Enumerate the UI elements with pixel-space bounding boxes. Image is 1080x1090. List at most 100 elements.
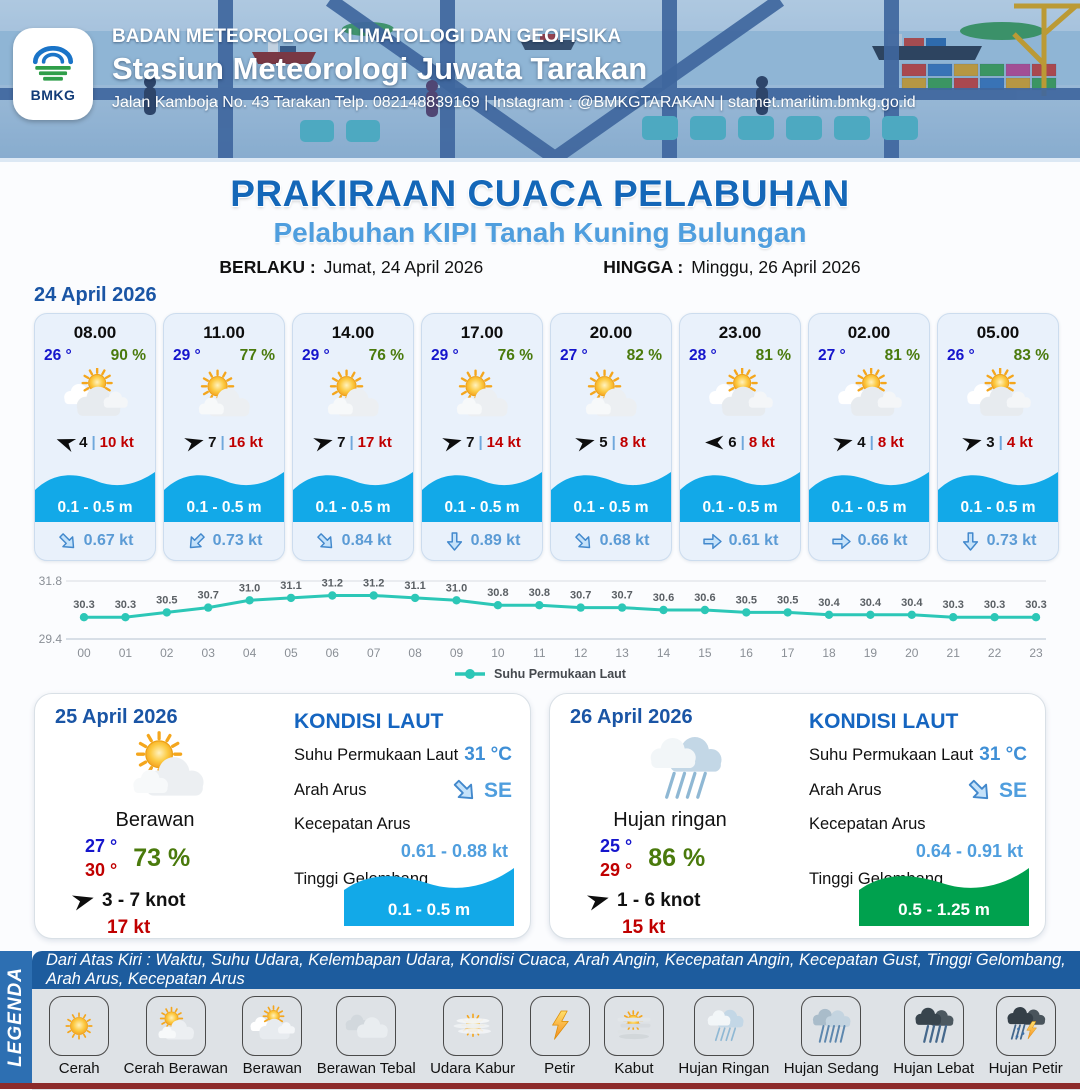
legend-weather-icon [604,996,664,1056]
time-label: 05.00 [976,323,1020,342]
time-label: 11.00 [203,323,245,342]
current-direction-label: Arah Arus [294,781,367,799]
hourly-forecast-card: 20.00 27 ° 82 % 5 | 8 kt 0.1 - 0.5 m 0.6… [550,313,672,561]
daily-wave-value: 0.5 - 1.25 m [898,900,990,919]
validity-row: BERLAKU : Jumat, 24 April 2026 HINGGA : Mi… [0,257,1080,278]
humidity-value: 76 % [368,347,404,364]
svg-text:31.0: 31.0 [446,582,467,594]
divider: | [478,434,483,451]
svg-text:09: 09 [450,646,464,660]
sst-value: 31 °C [464,744,512,765]
current-direction-icon [181,526,211,556]
svg-text:14: 14 [657,646,671,660]
wave-height-value: 0.1 - 0.5 m [315,499,391,516]
svg-text:30.3: 30.3 [1025,599,1046,611]
svg-text:15: 15 [698,646,712,660]
current-speed-value: 0.73 kt [212,532,263,549]
svg-text:11: 11 [533,646,546,660]
svg-text:13: 13 [615,646,629,660]
svg-text:19: 19 [864,646,878,660]
wave-shape [680,472,800,522]
sea-conditions-title: KONDISI LAUT [809,710,959,733]
current-direction-icon [960,531,981,552]
legend-weather-icon [693,996,754,1056]
legend-item-label: Hujan Ringan [678,1060,770,1077]
wave-height-banner: 0.1 - 0.5 m [938,466,1058,522]
bmkg-logo: BMKG [13,28,93,120]
legend-item: Cerah Berawan [124,996,228,1090]
legenda-ribbon-text: LEGENDA [5,967,26,1067]
daily-forecast-card: 25 April 2026 Berawan 27 ° 30 ° 73 % 3 -… [34,693,531,939]
wave-shape [551,472,671,522]
legend-item: Berawan Tebal [317,996,416,1090]
svg-text:30.3: 30.3 [73,599,94,611]
hourly-forecast-card: 11.00 29 ° 77 % 7 | 16 kt 0.1 - 0.5 m 0.… [163,313,285,561]
daily-forecast-section: 25 April 2026 Berawan 27 ° 30 ° 73 % 3 -… [34,693,1046,939]
legend-weather-icon [336,996,397,1056]
humidity-value: 83 % [1013,347,1049,364]
svg-text:07: 07 [367,646,381,660]
svg-text:30.4: 30.4 [901,597,923,609]
sst-label: Suhu Permukaan Laut [809,745,974,764]
wind-speed-value: 6 [728,434,737,451]
humidity-value: 82 % [626,347,662,364]
hourly-forecast-card: 14.00 29 ° 76 % 7 | 17 kt 0.1 - 0.5 m 0.… [292,313,414,561]
legend-weather-icon [442,996,503,1056]
svg-text:30.5: 30.5 [736,594,757,606]
time-label: 17.00 [460,323,504,342]
bmkg-logo-icon [32,45,74,81]
legend-item: Hujan Petir [989,996,1063,1090]
legend-weather-icon [49,996,110,1056]
weather-icon [187,368,261,426]
legend-item-label: Petir [544,1060,575,1077]
station-address: Jalan Kamboja No. 43 Tarakan Telp. 08214… [112,94,916,111]
divider: | [611,434,616,451]
svg-text:00: 00 [77,646,91,660]
max-temperature: 30 ° [85,860,118,881]
current-direction-value: SE [998,778,1027,802]
weather-icon [445,368,519,426]
humidity-value: 77 % [239,347,275,364]
current-speed-label: Kecepatan Arus [294,815,411,833]
daily-wind-range: 1 - 6 knot [617,889,701,911]
svg-text:30.3: 30.3 [942,599,963,611]
temperature-value: 28 ° [689,347,717,364]
temperature-value: 29 ° [431,347,459,364]
sea-conditions-title: KONDISI LAUT [294,710,444,733]
svg-text:04: 04 [243,646,257,660]
current-direction-icon [831,531,852,552]
temperature-value: 27 ° [818,347,846,364]
svg-text:31.2: 31.2 [363,578,384,590]
wind-direction-icon [442,433,464,452]
wave-height-banner: 0.1 - 0.5 m [293,466,413,522]
wave-shape [344,868,514,926]
current-speed-value: 0.61 kt [728,532,779,549]
berlaku-label: BERLAKU : [219,257,316,277]
svg-text:30.8: 30.8 [529,587,550,599]
legend-item: Cerah [49,996,110,1090]
svg-text:16: 16 [740,646,754,660]
svg-text:30.3: 30.3 [115,599,136,611]
temperature-value: 26 ° [44,347,72,364]
current-direction-icon [310,526,340,556]
weather-icon [316,368,390,426]
forecast-date: 24 April 2026 [34,284,157,306]
min-temperature: 25 ° [600,836,633,856]
current-speed-label: Kecepatan Arus [809,815,926,833]
daily-current-speed: 0.61 - 0.88 kt [400,841,508,861]
wind-direction-icon [184,433,206,452]
humidity-value: 90 % [110,347,146,364]
footer-strip [0,1083,1080,1089]
weather-icon [58,368,132,426]
hourly-cards-row: 08.00 26 ° 90 % 4 | 10 kt 0.1 - 0.5 m 0.… [34,313,1059,561]
time-label: 08.00 [73,323,117,342]
weather-icon [574,368,648,426]
time-label: 02.00 [847,323,891,342]
svg-text:20: 20 [905,646,919,660]
wave-shape [293,472,413,522]
hourly-forecast-card: 02.00 27 ° 81 % 4 | 8 kt 0.1 - 0.5 m 0.6… [808,313,930,561]
daily-condition: Hujan ringan [613,809,727,831]
humidity-value: 81 % [755,347,791,364]
daily-date: 26 April 2026 [570,706,693,728]
port-illustration [0,0,1080,158]
